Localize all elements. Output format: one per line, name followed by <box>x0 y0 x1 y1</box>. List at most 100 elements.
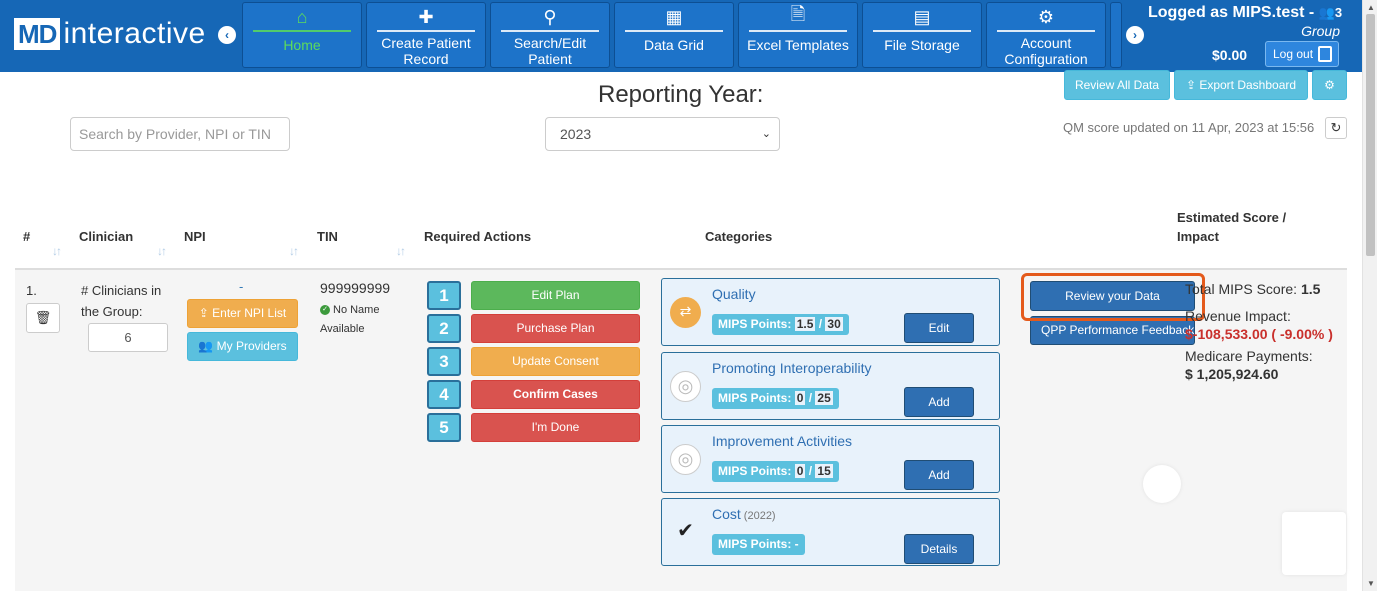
transfer-icon: ⇄ <box>670 297 701 328</box>
top-navbar: MD interactive ‹ ⌂ Home ✚ Create Patient… <box>0 0 1362 72</box>
purchase-plan-button[interactable]: Purchase Plan <box>471 314 640 343</box>
revenue-impact-value: $-108,533.00 ( -9.00% ) <box>1185 326 1333 342</box>
sort-icon[interactable]: ↓↑ <box>289 244 299 258</box>
nav-partial-button[interactable] <box>1110 2 1122 68</box>
nav-next-icon[interactable]: › <box>1126 26 1144 44</box>
category-title[interactable]: Improvement Activities <box>712 433 853 449</box>
nav-account-config-label: Account Configuration <box>1004 35 1088 67</box>
mips-points-badge: MIPS Points: 0 / 25 <box>712 388 839 409</box>
tin-value: 999999999 <box>320 280 391 296</box>
export-dashboard-label: Export Dashboard <box>1199 78 1297 92</box>
confirm-cases-button[interactable]: Confirm Cases <box>471 380 640 409</box>
mips-points-badge: MIPS Points: 1.5 / 30 <box>712 314 849 335</box>
step-number: 4 <box>427 380 461 409</box>
year-select[interactable]: 2023 ⌄ <box>545 117 780 151</box>
points-max: 30 <box>825 317 843 331</box>
category-cost: ✔ Cost (2022) MIPS Points: - Details <box>661 498 1000 566</box>
points-max: 15 <box>815 464 833 478</box>
check-circle-icon: ✓ <box>320 305 330 316</box>
plus-icon: ✚ <box>418 6 434 27</box>
sort-icon[interactable]: ↓↑ <box>396 244 406 258</box>
tin-note-text: No Name Available <box>320 304 380 335</box>
row-number: 1. <box>26 283 37 298</box>
highlight-outline <box>1021 273 1205 321</box>
category-title[interactable]: Promoting Interoperability <box>712 360 872 376</box>
users-icon: 👥3 <box>1318 5 1343 20</box>
quality-edit-button[interactable]: Edit <box>904 313 974 343</box>
points-value: 0 <box>794 391 806 405</box>
col-header-impact: Impact <box>1177 229 1219 244</box>
interoperability-add-button[interactable]: Add <box>904 387 974 417</box>
total-score-value: 1.5 <box>1300 281 1321 297</box>
category-promoting-interoperability: ◎ Promoting Interoperability MIPS Points… <box>661 352 1000 420</box>
logo-text: interactive <box>63 17 206 50</box>
nav-home-label: Home <box>283 37 321 53</box>
logout-label: Log out <box>1273 47 1314 61</box>
scroll-up-icon[interactable]: ▲ <box>1367 3 1375 12</box>
nav-prev-icon[interactable]: ‹ <box>218 26 236 44</box>
category-title[interactable]: Cost (2022) <box>712 506 776 522</box>
search-input[interactable] <box>70 117 290 151</box>
nav-file-storage-button[interactable]: ▤ File Storage <box>862 2 982 68</box>
col-header-clinician[interactable]: Clinician <box>79 229 134 244</box>
npi-value[interactable]: - <box>239 279 244 294</box>
my-providers-button[interactable]: 👥 My Providers <box>187 332 298 361</box>
sort-icon[interactable]: ↓↑ <box>157 244 167 258</box>
tin-note: ✓ No Name Available <box>320 301 410 339</box>
delete-button[interactable]: 🗑 <box>26 303 60 333</box>
nav-excel-templates-button[interactable]: 🗎 Excel Templates <box>738 2 858 68</box>
nav-separator <box>749 30 847 32</box>
category-title[interactable]: Quality <box>712 286 756 302</box>
year-select-value: 2023 <box>560 126 592 142</box>
review-all-data-button[interactable]: Review All Data <box>1064 70 1170 100</box>
refresh-button[interactable]: ↻ <box>1325 117 1347 139</box>
nav-separator <box>253 30 351 32</box>
user-group: Group <box>1301 23 1340 39</box>
nav-data-grid-label: Data Grid <box>644 37 704 53</box>
floating-widget[interactable] <box>1143 465 1181 503</box>
floating-panel[interactable] <box>1282 512 1346 575</box>
logout-button[interactable]: Log out <box>1265 41 1339 67</box>
im-done-button[interactable]: I'm Done <box>471 413 640 442</box>
col-header-num: # <box>23 229 31 244</box>
vertical-scrollbar[interactable]: ▲ ▼ <box>1362 0 1377 591</box>
enter-npi-label: Enter NPI List <box>212 306 287 320</box>
scrollbar-thumb[interactable] <box>1366 14 1375 256</box>
medicare-payments-value: $ 1,205,924.60 <box>1185 366 1279 382</box>
revenue-impact-label: Revenue Impact: <box>1185 308 1291 324</box>
header-divider <box>15 268 1347 270</box>
category-improvement-activities: ◎ Improvement Activities MIPS Points: 0 … <box>661 425 1000 493</box>
step-number: 2 <box>427 314 461 343</box>
nav-account-config-button[interactable]: ⚙ Account Configuration <box>986 2 1106 68</box>
nav-search-patient-button[interactable]: ⚲ Search/Edit Patient <box>490 2 610 68</box>
clinicians-count-input[interactable]: 6 <box>88 323 168 352</box>
cost-details-button[interactable]: Details <box>904 534 974 564</box>
export-dashboard-button[interactable]: ⇪ Export Dashboard <box>1174 70 1308 100</box>
col-header-categories: Categories <box>705 229 773 244</box>
improvement-add-button[interactable]: Add <box>904 460 974 490</box>
col-header-estimated: Estimated Score / <box>1177 210 1287 225</box>
edit-plan-button[interactable]: Edit Plan <box>471 281 640 310</box>
user-balance: $0.00 <box>1212 47 1248 63</box>
update-consent-button[interactable]: Update Consent <box>471 347 640 376</box>
grid-icon: ▦ <box>665 6 683 27</box>
export-icon: ⇪ <box>1185 78 1200 92</box>
sort-icon[interactable]: ↓↑ <box>52 244 62 258</box>
mdinteractive-logo[interactable]: MD interactive <box>14 17 206 51</box>
col-header-npi[interactable]: NPI <box>184 229 206 244</box>
nav-create-patient-label: Create Patient Record <box>381 35 471 67</box>
review-your-data-button[interactable]: Review your Data <box>1030 281 1195 311</box>
nav-create-patient-button[interactable]: ✚ Create Patient Record <box>366 2 486 68</box>
enter-npi-list-button[interactable]: ⇪ Enter NPI List <box>187 299 298 328</box>
settings-button[interactable]: ⚙ <box>1312 70 1347 100</box>
gears-icon: ⚙ <box>1037 6 1055 27</box>
nav-home-button[interactable]: ⌂ Home <box>242 2 362 68</box>
nav-excel-templates-label: Excel Templates <box>747 37 849 53</box>
logout-icon <box>1318 46 1332 62</box>
nav-data-grid-button[interactable]: ▦ Data Grid <box>614 2 734 68</box>
nav-separator <box>997 30 1095 32</box>
col-header-tin[interactable]: TIN <box>317 229 338 244</box>
chevron-down-icon: ⌄ <box>761 128 771 140</box>
total-score-label: Total MIPS Score: <box>1185 281 1298 297</box>
scroll-down-icon[interactable]: ▼ <box>1367 579 1375 588</box>
